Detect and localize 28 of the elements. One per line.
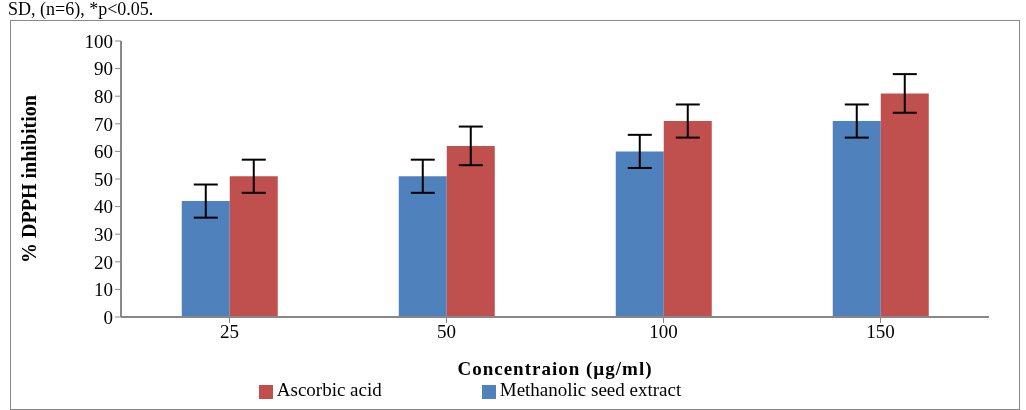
y-tick-label: 40 bbox=[94, 196, 113, 218]
y-tick-label: 70 bbox=[94, 113, 113, 135]
legend-label: Ascorbic acid bbox=[276, 379, 382, 400]
x-tick-label: 100 bbox=[649, 321, 678, 343]
y-axis-title: % DPPH inhibition bbox=[18, 95, 41, 263]
bar bbox=[880, 93, 929, 317]
y-tick-label: 20 bbox=[94, 251, 113, 273]
bar bbox=[229, 176, 278, 317]
y-tick-label: 10 bbox=[94, 279, 113, 301]
bar bbox=[398, 176, 447, 317]
bar bbox=[446, 145, 495, 317]
x-tick-label: 50 bbox=[437, 321, 456, 343]
y-tick-label: 0 bbox=[103, 306, 113, 328]
y-tick-label: 60 bbox=[94, 141, 113, 163]
y-tick-label: 80 bbox=[94, 85, 113, 107]
x-tick-label: 150 bbox=[866, 321, 895, 343]
bar bbox=[832, 121, 881, 317]
bar bbox=[181, 201, 230, 317]
y-tick-label: 30 bbox=[94, 223, 113, 245]
bar bbox=[615, 151, 664, 317]
x-axis-title: Concentraion (µg/ml) bbox=[457, 358, 653, 380]
y-tick-label: 90 bbox=[94, 58, 113, 80]
y-tick-label: 100 bbox=[84, 30, 113, 52]
text: SD, (n=6), *p<0.05. bbox=[8, 0, 154, 19]
bar bbox=[663, 121, 712, 317]
y-tick-label: 50 bbox=[94, 168, 113, 190]
x-tick-label: 25 bbox=[220, 321, 239, 343]
legend-label: Methanolic seed extract bbox=[499, 379, 682, 400]
